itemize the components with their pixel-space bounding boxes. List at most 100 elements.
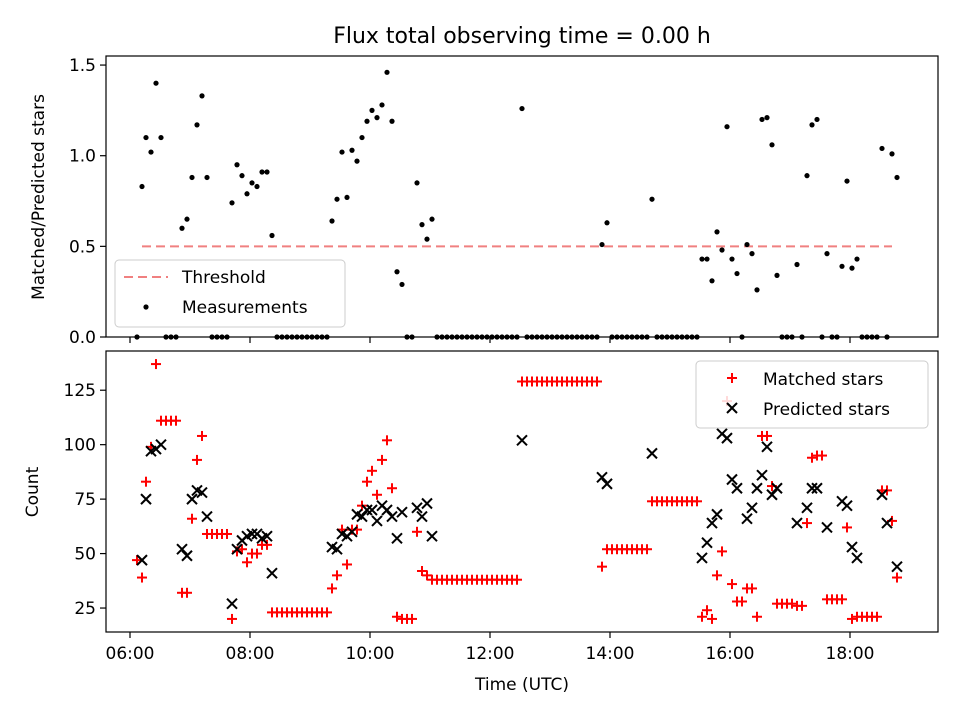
ratio-axes-frame (105, 55, 939, 338)
matched-star-point (762, 430, 772, 441)
predicted-star-point (366, 504, 378, 516)
measurement-point (434, 334, 440, 340)
count-axes-frame (105, 350, 939, 633)
predicted-star-point (721, 432, 733, 444)
measurement-point (449, 334, 455, 340)
legend-matched-swatch (727, 373, 737, 383)
predicted-star-point (346, 526, 358, 538)
measurement-point (879, 145, 885, 152)
predicted-star-point (201, 510, 213, 523)
measurement-point (509, 334, 515, 340)
measurement-point (304, 334, 310, 340)
matched-star-point (747, 583, 757, 594)
measurement-point (459, 334, 465, 340)
measurement-point (339, 149, 345, 155)
measurement-point (779, 334, 785, 340)
predicted-star-point (891, 560, 903, 573)
ratio-legend: Threshold Measurements (114, 259, 346, 328)
predicted-star-point (771, 482, 783, 494)
measurement-point (889, 151, 895, 157)
measurement-point (173, 334, 179, 340)
measurement-point (469, 334, 475, 340)
y-tick-label: 75 (74, 490, 96, 510)
measurement-point (584, 334, 590, 340)
measurement-point (309, 334, 315, 340)
measurement-point (143, 134, 149, 141)
matched-star-point (151, 359, 161, 370)
measurement-point (148, 149, 154, 155)
measurement-point (429, 216, 435, 222)
measurement-point (539, 334, 545, 340)
predicted-star-point (396, 506, 408, 518)
predicted-star-point (186, 493, 198, 505)
ratio-legend-box (114, 259, 346, 328)
measurement-point (624, 334, 630, 340)
measurement-point (364, 118, 370, 124)
measurement-point (839, 263, 845, 269)
measurement-point (594, 334, 600, 340)
measurement-point (139, 183, 145, 190)
matched-star-point (332, 570, 342, 581)
matched-star-point (702, 605, 712, 616)
measurement-point (859, 334, 865, 340)
measurement-point (774, 272, 780, 278)
predicted-star-point (741, 513, 753, 525)
measurement-point (199, 93, 205, 99)
measurement-point (609, 334, 615, 340)
measurement-point (569, 334, 575, 340)
measurement-point (789, 334, 795, 340)
measurement-point (709, 278, 715, 284)
measurement-point (424, 236, 430, 242)
measurement-point (359, 134, 365, 141)
predicted-star-point (155, 438, 167, 451)
matched-star-point (192, 454, 202, 465)
legend-threshold-label: Threshold (181, 268, 266, 288)
predicted-star-point (136, 554, 148, 566)
measurement-point (714, 229, 720, 235)
count-legend-box (695, 360, 929, 429)
measurement-point (574, 334, 580, 340)
measurement-point (599, 241, 605, 248)
matched-star-point (592, 376, 602, 387)
measurement-point (299, 334, 305, 340)
predicted-star-point (841, 499, 853, 512)
ratio-series (134, 69, 900, 340)
matched-star-point (707, 613, 717, 624)
predicted-star-point (711, 508, 723, 521)
measurement-point (319, 334, 325, 340)
matched-star-point (222, 528, 232, 539)
predicted-star-point (261, 530, 273, 542)
measurement-point (759, 116, 765, 123)
measurement-point (639, 334, 645, 340)
predicted-star-point (801, 502, 813, 514)
x-tick-label: 08:00 (226, 644, 275, 664)
measurement-point (814, 116, 820, 123)
matched-star-point (227, 613, 237, 624)
count-x-axis-label: Time (UTC) (474, 675, 569, 695)
x-tick-label: 10:00 (346, 644, 395, 664)
matched-star-point (407, 613, 417, 624)
measurement-point (534, 334, 540, 340)
predicted-star-point (701, 536, 713, 549)
measurement-point (679, 334, 685, 340)
measurement-point (189, 174, 195, 181)
measurement-point (444, 334, 450, 340)
measurement-point (409, 334, 415, 340)
measurement-point (289, 334, 295, 340)
matched-star-point (847, 613, 857, 624)
measurement-point (794, 261, 800, 268)
measurement-point (669, 334, 675, 340)
measurement-point (314, 334, 320, 340)
ratio-panel: 0.0 0.5 1.0 1.5 Matched/Predicted stars Thr… (29, 55, 939, 348)
x-tick-label: 12:00 (466, 644, 515, 664)
predicted-star-point (231, 543, 243, 555)
matched-star-point (752, 611, 762, 622)
matched-star-point (412, 526, 422, 537)
measurement-point (204, 174, 210, 181)
measurement-point (214, 334, 220, 340)
measurement-point (158, 134, 164, 141)
y-tick-label: 0.0 (69, 328, 96, 348)
matched-star-point (387, 483, 397, 494)
matched-star-point (417, 566, 427, 577)
predicted-star-point (811, 482, 823, 494)
